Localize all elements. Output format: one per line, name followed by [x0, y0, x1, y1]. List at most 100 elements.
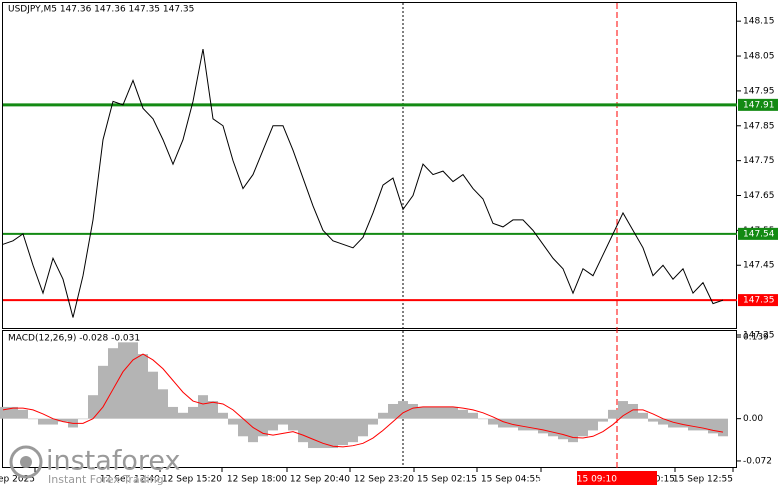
histogram-bar	[548, 418, 558, 437]
histogram-bar	[208, 401, 218, 419]
histogram-bar	[688, 418, 698, 431]
histogram-bar	[648, 418, 658, 422]
histogram-bar	[258, 418, 268, 437]
histogram-bar	[638, 412, 648, 419]
histogram-bar	[558, 418, 568, 440]
y-tick-label: 148.05	[743, 52, 775, 62]
histogram-bar	[108, 348, 118, 419]
histogram-bar	[268, 418, 278, 431]
x-tick-label: 15 Sep 02:15	[417, 475, 477, 485]
histogram-bar	[608, 409, 618, 419]
level-label-bg	[738, 294, 778, 307]
x-tick-label: 12 Sep 20:40	[290, 475, 350, 485]
histogram-bar	[348, 418, 358, 443]
histogram-bar	[128, 342, 138, 419]
x-tick-label: 15 Sep 04:55	[481, 475, 541, 485]
histogram-bar	[328, 418, 338, 449]
level-label-bg	[738, 98, 778, 111]
histogram-bar	[478, 418, 488, 420]
histogram-bar	[618, 401, 628, 419]
x-tick-label: 12 Sep 12:40	[100, 475, 160, 485]
histogram-bar	[28, 418, 38, 420]
cursor-label-bg	[577, 471, 657, 485]
histogram-bar	[98, 365, 108, 419]
histogram-bar	[388, 403, 398, 419]
x-tick-label: 12 Sep 2025	[0, 475, 35, 485]
histogram-bar	[188, 406, 198, 419]
histogram-bar	[428, 406, 438, 419]
histogram-bar	[238, 418, 248, 437]
level-label: 147.91	[743, 100, 775, 110]
brand: instaforex	[46, 446, 180, 477]
histogram-bar	[418, 406, 428, 419]
histogram-bar	[498, 418, 508, 428]
tagline: Instant Forex Trading	[48, 473, 164, 486]
histogram-bar	[678, 418, 688, 428]
histogram-bar	[318, 418, 328, 449]
histogram-bar	[8, 406, 18, 419]
histogram-bar	[288, 418, 298, 431]
histogram-bar	[708, 418, 718, 434]
y-tick-label: -0.072	[743, 456, 772, 466]
histogram-bar	[118, 342, 128, 419]
histogram-bar	[358, 418, 368, 437]
price-panel	[2, 2, 737, 329]
histogram-bar	[488, 418, 498, 425]
macd-panel	[2, 330, 737, 468]
x-tick-label: 12 Sep 23:20	[354, 475, 414, 485]
histogram-bar	[58, 418, 68, 422]
histogram-bar	[178, 412, 188, 419]
histogram-bar	[78, 418, 88, 420]
histogram-bar	[138, 354, 148, 419]
histogram-bar	[438, 406, 448, 419]
watermark: instaforex Instant Forex Trading	[9, 445, 181, 486]
histogram-bar	[408, 403, 418, 419]
cursor-label: 2025.09.15 09:10	[537, 475, 618, 485]
histogram-bar	[298, 418, 308, 443]
x-tick-label: 12 Sep 18:00	[227, 475, 287, 485]
x-tick-label: 15 Sep 12:55	[673, 475, 733, 485]
histogram-bar	[248, 418, 258, 443]
logo	[20, 456, 32, 468]
logo	[9, 445, 43, 479]
y-tick-label: 147.65	[743, 191, 775, 201]
y-tick-label: 147.25	[743, 330, 775, 340]
histogram-bar	[278, 418, 288, 425]
histogram-bar	[718, 418, 728, 437]
macd-title: MACD(12,26,9) -0.028 -0.031	[8, 334, 140, 344]
histogram-bar	[88, 395, 98, 419]
histogram-bar	[518, 418, 528, 431]
histogram-bar	[148, 371, 158, 419]
histogram-bar	[528, 418, 538, 431]
histogram-bar	[158, 389, 168, 419]
level-label: 147.35	[743, 296, 775, 306]
histogram-bar	[18, 409, 28, 419]
y-tick-label: 147.75	[743, 156, 775, 166]
level-label-bg	[738, 227, 778, 240]
histogram-bar	[48, 418, 58, 425]
price-line	[2, 48, 724, 318]
histogram-bar	[538, 418, 548, 434]
histogram-bar	[698, 418, 708, 431]
histogram-bar	[168, 406, 178, 419]
y-tick-label: 147.85	[743, 121, 775, 131]
histogram-bar	[198, 395, 208, 419]
histogram-bar	[668, 418, 678, 428]
x-tick-label: 12 Sep 15:20	[162, 475, 222, 485]
histogram-bar	[38, 418, 48, 425]
histogram-bar	[398, 401, 408, 419]
chart-title: USDJPY,M5 147.36 147.36 147.35 147.35	[8, 5, 194, 15]
signal-line	[2, 353, 724, 448]
histogram-bar	[628, 403, 638, 419]
histogram-bar	[468, 412, 478, 419]
histogram-bar	[588, 418, 598, 431]
histogram-bar	[598, 418, 608, 422]
histogram-bar	[458, 409, 468, 419]
y-tick-label: 147.95	[743, 86, 775, 96]
y-tick-label: 148.15	[743, 17, 775, 27]
histogram-bar	[448, 406, 458, 419]
histogram-bar	[338, 418, 348, 446]
histogram-bar	[228, 418, 238, 425]
histogram-bar	[658, 418, 668, 425]
